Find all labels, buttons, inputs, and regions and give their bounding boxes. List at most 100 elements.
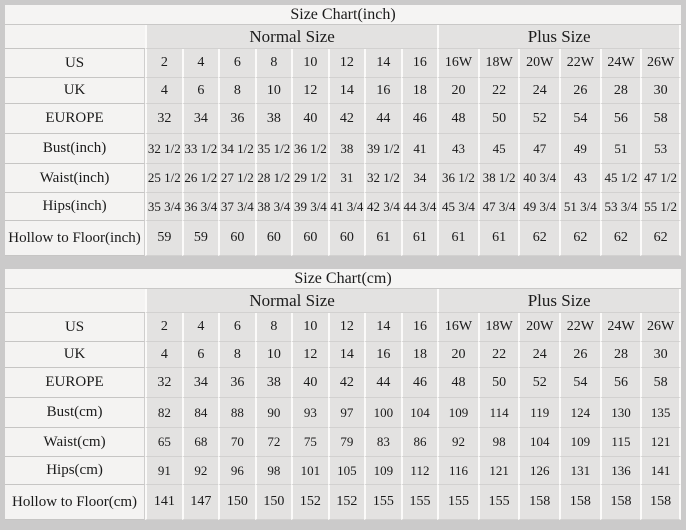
size-value-cell: 47 — [518, 134, 560, 164]
size-value-cell: 20W — [518, 49, 560, 78]
size-value-cell: 115 — [599, 428, 641, 457]
size-value-cell: 16 — [364, 342, 401, 368]
size-value-cell: 42 3/4 — [364, 193, 401, 221]
size-table-body: US 2 4 6 8 10 12 14 16 16W 18W 20W 22W 24W 26W UK 4 6 8 10 1… — [5, 49, 681, 256]
size-row: UK 4 6 8 10 12 14 16 18 20 22 24 26 28 30 — [5, 78, 681, 104]
size-value-cell: 14 — [364, 313, 401, 342]
size-value-cell: 20 — [437, 78, 478, 104]
size-value-cell: 158 — [599, 485, 641, 520]
size-value-cell: 158 — [640, 485, 681, 520]
size-value-cell: 24W — [599, 49, 641, 78]
size-value-cell: 60 — [291, 221, 328, 256]
size-value-cell: 12 — [291, 342, 328, 368]
size-value-cell: 46 — [400, 368, 438, 398]
title-row: Size Chart(cm) — [5, 269, 681, 289]
plus-size-header: Plus Size — [437, 289, 681, 313]
size-value-cell: 36 — [218, 368, 255, 398]
size-value-cell: 49 — [559, 134, 600, 164]
size-value-cell: 152 — [327, 485, 365, 520]
size-value-cell: 12 — [327, 313, 365, 342]
size-value-cell: 10 — [254, 78, 292, 104]
size-value-cell: 40 3/4 — [518, 164, 560, 193]
size-value-cell: 60 — [327, 221, 365, 256]
size-value-cell: 6 — [218, 49, 255, 78]
size-value-cell: 61 — [364, 221, 401, 256]
size-value-cell: 70 — [218, 428, 255, 457]
size-value-cell: 20W — [518, 313, 560, 342]
size-value-cell: 86 — [400, 428, 438, 457]
size-value-cell: 126 — [518, 457, 560, 485]
size-value-cell: 22 — [477, 342, 519, 368]
size-value-cell: 50 — [477, 368, 519, 398]
size-row: EUROPE 32 34 36 38 40 42 44 46 48 50 52 54 56 58 — [5, 368, 681, 398]
size-value-cell: 4 — [181, 49, 219, 78]
size-value-cell: 46 — [400, 104, 438, 134]
size-value-cell: 8 — [218, 78, 255, 104]
size-value-cell: 4 — [145, 78, 182, 104]
size-value-cell: 4 — [145, 342, 182, 368]
size-value-cell: 38 — [327, 134, 365, 164]
size-row: EUROPE 32 34 36 38 40 42 44 46 48 50 52 54 56 58 — [5, 104, 681, 134]
row-label: US — [5, 49, 146, 78]
row-label: Hollow to Floor(inch) — [5, 221, 146, 256]
plus-size-header: Plus Size — [437, 25, 681, 49]
size-value-cell: 47 1/2 — [640, 164, 681, 193]
size-value-cell: 152 — [291, 485, 328, 520]
size-value-cell: 72 — [254, 428, 292, 457]
size-value-cell: 16 — [364, 78, 401, 104]
size-value-cell: 141 — [640, 457, 681, 485]
row-label: US — [5, 313, 146, 342]
size-value-cell: 62 — [559, 221, 600, 256]
size-value-cell: 61 — [437, 221, 478, 256]
size-value-cell: 45 3/4 — [437, 193, 478, 221]
size-value-cell: 62 — [640, 221, 681, 256]
size-value-cell: 56 — [599, 368, 641, 398]
size-value-cell: 34 — [400, 164, 438, 193]
size-value-cell: 59 — [145, 221, 182, 256]
size-value-cell: 4 — [181, 313, 219, 342]
size-value-cell: 55 1/2 — [640, 193, 681, 221]
size-value-cell: 34 1/2 — [218, 134, 255, 164]
size-value-cell: 37 3/4 — [218, 193, 255, 221]
size-value-cell: 27 1/2 — [218, 164, 255, 193]
size-row: Hips(cm) 91 92 96 98 101 105 109 112 116 121 126 131… — [5, 457, 681, 485]
size-row: Waist(cm) 65 68 70 72 75 79 83 86 92 98 104 109 115 12… — [5, 428, 681, 457]
size-value-cell: 6 — [181, 78, 219, 104]
size-value-cell: 14 — [327, 78, 365, 104]
size-value-cell: 34 — [181, 368, 219, 398]
size-value-cell: 109 — [364, 457, 401, 485]
size-value-cell: 28 — [599, 78, 641, 104]
size-value-cell: 83 — [364, 428, 401, 457]
size-chart-inch-table: Size Chart(inch) Normal Size Plus Size U… — [5, 5, 681, 256]
size-value-cell: 135 — [640, 398, 681, 428]
size-value-cell: 18 — [400, 342, 438, 368]
size-value-cell: 14 — [364, 49, 401, 78]
size-value-cell: 8 — [218, 342, 255, 368]
size-value-cell: 48 — [437, 104, 478, 134]
size-value-cell: 39 3/4 — [291, 193, 328, 221]
size-value-cell: 52 — [518, 368, 560, 398]
size-row: US 2 4 6 8 10 12 14 16 16W 18W 20W 22W 24W 26W — [5, 313, 681, 342]
size-value-cell: 88 — [218, 398, 255, 428]
size-value-cell: 121 — [640, 428, 681, 457]
size-row: Bust(cm) 82 84 88 90 93 97 100 104 109 114 119 124 13… — [5, 398, 681, 428]
size-value-cell: 147 — [181, 485, 219, 520]
size-value-cell: 91 — [145, 457, 182, 485]
normal-size-header: Normal Size — [145, 25, 438, 49]
size-chart-cm-table: Size Chart(cm) Normal Size Plus Size US 2… — [5, 269, 681, 520]
size-value-cell: 24 — [518, 342, 560, 368]
size-value-cell: 32 1/2 — [145, 134, 182, 164]
size-value-cell: 141 — [145, 485, 182, 520]
size-value-cell: 44 — [364, 104, 401, 134]
size-value-cell: 54 — [559, 104, 600, 134]
size-value-cell: 98 — [477, 428, 519, 457]
size-value-cell: 58 — [640, 368, 681, 398]
size-value-cell: 48 — [437, 368, 478, 398]
size-value-cell: 116 — [437, 457, 478, 485]
size-value-cell: 38 — [254, 104, 292, 134]
size-value-cell: 31 — [327, 164, 365, 193]
table-title: Size Chart(inch) — [5, 5, 681, 25]
size-value-cell: 12 — [291, 78, 328, 104]
size-value-cell: 61 — [400, 221, 438, 256]
